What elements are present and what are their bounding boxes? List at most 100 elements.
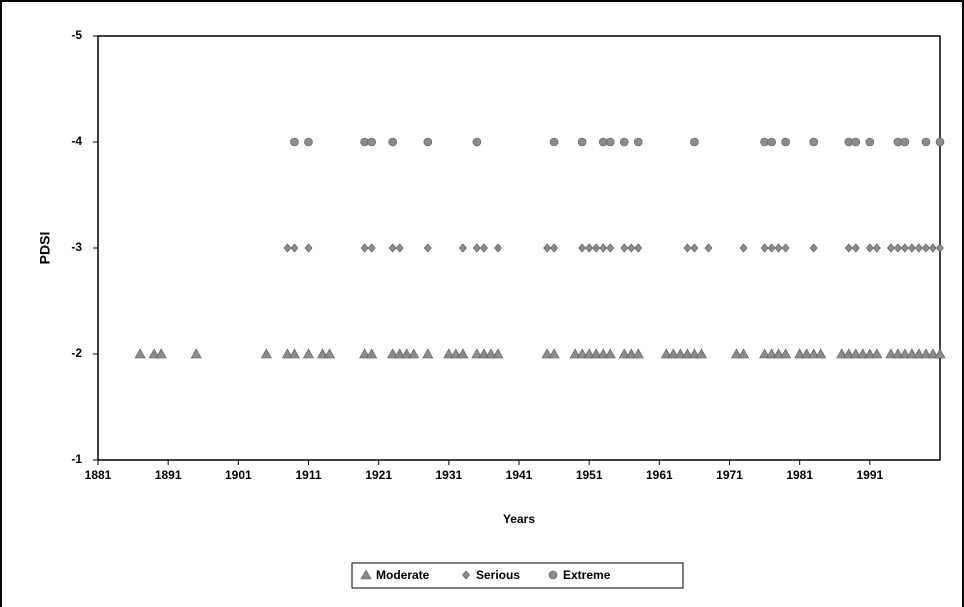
x-tick-label: 1991 <box>856 468 883 482</box>
circle-marker <box>605 137 615 147</box>
triangle-marker <box>906 348 918 359</box>
diamond-marker <box>550 243 558 253</box>
diamond-marker <box>283 243 292 253</box>
x-tick-label: 1911 <box>295 468 321 482</box>
diamond-marker <box>704 243 713 253</box>
diamond-marker <box>690 243 699 253</box>
diamond-marker <box>634 243 643 253</box>
triangle-marker <box>773 348 785 359</box>
diamond-marker <box>774 243 783 253</box>
diamond-marker <box>872 243 881 253</box>
circle-marker <box>423 137 433 147</box>
diamond-marker <box>908 243 916 253</box>
triangle-marker <box>394 348 406 359</box>
circle-marker <box>619 137 629 147</box>
triangle-marker <box>808 348 820 359</box>
triangle-marker <box>281 348 293 359</box>
triangle-marker <box>864 348 876 359</box>
y-tick-label: -5 <box>71 28 82 42</box>
legend-label: Extreme <box>563 568 611 582</box>
diamond-marker <box>894 243 902 253</box>
x-tick-label: 1951 <box>576 468 603 482</box>
diamond-marker <box>627 243 636 253</box>
circle-marker <box>851 137 861 147</box>
triangle-marker <box>569 348 581 359</box>
triangle-marker <box>541 348 553 359</box>
triangle-marker <box>766 348 778 359</box>
triangle-marker <box>302 348 315 359</box>
triangle-marker <box>660 348 672 359</box>
x-tick-label: 1901 <box>225 468 252 482</box>
diamond-marker <box>395 243 404 253</box>
y-tick-label: -2 <box>71 346 82 360</box>
diamond-marker <box>683 243 692 253</box>
triangle-marker <box>450 348 462 359</box>
circle-marker <box>921 137 931 147</box>
diamond-marker <box>367 243 376 253</box>
triangle-marker <box>324 348 336 359</box>
triangle-marker <box>576 348 588 359</box>
diamond-marker <box>760 243 769 253</box>
triangle-marker <box>387 348 399 359</box>
triangle-marker <box>443 348 455 359</box>
triangle-marker <box>457 348 469 359</box>
triangle-marker <box>857 348 869 359</box>
circle-marker <box>809 137 819 147</box>
circle-marker <box>367 137 376 147</box>
x-tick-label: 1891 <box>155 468 182 482</box>
triangle-marker <box>850 348 862 359</box>
legend-label: Serious <box>476 568 520 582</box>
x-tick-label: 1961 <box>646 468 673 482</box>
diamond-marker <box>922 243 930 253</box>
triangle-marker <box>695 348 707 359</box>
circle-marker <box>290 137 299 147</box>
triangle-marker <box>148 348 160 359</box>
x-tick-label: 1971 <box>716 468 743 482</box>
diamond-marker <box>767 243 776 253</box>
triangle-marker <box>190 348 202 359</box>
circle-marker <box>633 137 643 147</box>
triangle-marker <box>590 348 602 359</box>
triangle-marker <box>632 348 644 359</box>
triangle-marker <box>892 348 904 359</box>
triangle-marker <box>681 348 693 359</box>
diamond-marker <box>620 243 629 253</box>
triangle-marker <box>667 348 679 359</box>
diamond-marker <box>809 243 818 253</box>
x-tick-label: 1941 <box>506 468 533 482</box>
triangle-marker <box>871 348 883 359</box>
x-tick-label: 1981 <box>786 468 813 482</box>
circle-marker <box>900 137 910 147</box>
triangle-marker <box>408 348 420 359</box>
triangle-marker <box>934 348 946 359</box>
legend-marker <box>548 570 558 580</box>
diamond-marker <box>578 243 587 253</box>
diamond-marker <box>901 243 909 253</box>
diamond-marker <box>844 243 853 253</box>
triangle-marker <box>288 348 300 359</box>
diamond-marker <box>592 243 601 253</box>
x-tick-label: 1881 <box>85 468 112 482</box>
triangle-marker <box>674 348 686 359</box>
diamond-marker <box>423 243 432 253</box>
triangle-marker <box>843 348 855 359</box>
legend <box>351 562 684 589</box>
x-tick-label: 1931 <box>435 468 462 482</box>
diamond-marker <box>543 243 551 253</box>
triangle-marker <box>492 348 504 359</box>
triangle-marker <box>899 348 911 359</box>
x-tick-label: 1921 <box>365 468 392 482</box>
diamond-marker <box>886 243 895 253</box>
diamond-marker <box>936 243 944 253</box>
triangle-marker <box>260 348 272 359</box>
diamond-marker <box>290 243 299 253</box>
triangle-marker <box>688 348 700 359</box>
triangle-marker <box>583 348 595 359</box>
diamond-marker <box>929 243 937 253</box>
legend-marker <box>360 569 372 580</box>
triangle-marker <box>759 348 771 359</box>
circle-marker <box>865 137 875 147</box>
triangle-marker <box>801 348 813 359</box>
